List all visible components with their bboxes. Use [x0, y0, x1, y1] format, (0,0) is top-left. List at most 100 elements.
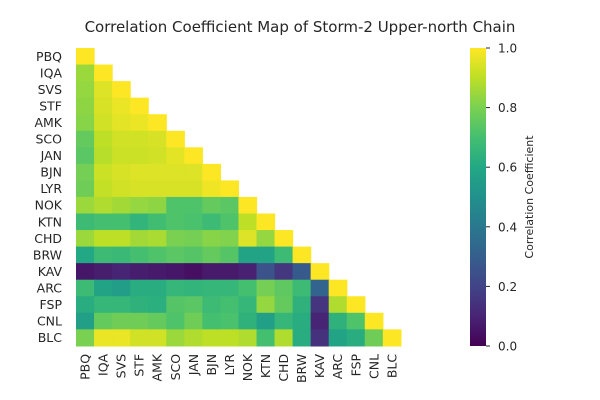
x-tick-label-CHD: CHD [276, 354, 291, 382]
x-tick-label-LYR: LYR [222, 354, 237, 376]
heatmap-cell-BRW-AMK [148, 246, 167, 264]
y-tick-label-IQA: IQA [40, 65, 63, 80]
heatmap-cell-KAV-KAV [310, 263, 330, 281]
heatmap-cell-BLC-LYR [220, 329, 240, 347]
heatmap-cell-BLC-SCO [166, 329, 185, 347]
heatmap-cell-FSP-KAV [310, 296, 330, 314]
colorbar-label: Correlation Coefficient [523, 135, 536, 259]
heatmap-cell-ARC-AMK [148, 279, 167, 297]
heatmap-cell-SCO-STF [130, 130, 149, 148]
heatmap-cell-CNL-KAV [310, 312, 330, 330]
heatmap-cell-BJN-SCO [166, 163, 185, 181]
heatmap-cell-KTN-LYR [220, 213, 240, 231]
heatmap-cell-ARC-SVS [112, 279, 131, 297]
heatmap-cell-LYR-SVS [112, 180, 131, 198]
heatmap-cell-LYR-JAN [184, 180, 203, 198]
heatmap-cell-ARC-IQA [94, 279, 113, 297]
x-tick-label-NOK: NOK [240, 353, 255, 381]
heatmap-cell-NOK-SCO [166, 196, 185, 215]
heatmap-cell-BLC-BLC [382, 329, 402, 347]
heatmap-cell-FSP-AMK [148, 296, 167, 314]
chart-title: Correlation Coefficient Map of Storm-2 U… [85, 18, 516, 36]
heatmap-cell-KAV-STF [130, 263, 149, 281]
x-tick-label-KAV: KAV [312, 353, 327, 378]
heatmap-cell-KTN-KTN [256, 213, 276, 231]
x-tick-label-BJN: BJN [204, 354, 219, 376]
heatmap-cell-KAV-IQA [94, 263, 113, 281]
heatmap-cell-FSP-SVS [112, 296, 131, 314]
heatmap-cell-CHD-NOK [238, 230, 258, 248]
heatmap-cell-NOK-IQA [94, 196, 113, 215]
heatmap-cell-CHD-STF [130, 230, 149, 248]
heatmap-cell-SCO-SCO [166, 130, 185, 148]
heatmap-cell-KTN-NOK [238, 213, 258, 231]
y-tick-label-ARC: ARC [37, 280, 63, 295]
y-tick-label-KTN: KTN [38, 214, 62, 229]
heatmap-cell-CNL-AMK [148, 312, 167, 330]
heatmap-cell-BRW-NOK [238, 246, 258, 264]
heatmap-cell-CHD-AMK [148, 230, 167, 248]
y-tick-label-LYR: LYR [40, 181, 62, 196]
heatmap-cell-ARC-KAV [310, 279, 330, 297]
heatmap-cell-CNL-ARC [328, 312, 348, 330]
heatmap-cell-BJN-PBQ [76, 163, 95, 181]
heatmap-cell-ARC-PBQ [76, 279, 95, 297]
x-axis-tick-labels: PBQ IQA SVS STF AMK SCO JAN BJN LYR NOK KTN CHD BRW K… [78, 353, 400, 383]
heatmap-cell-BJN-SVS [112, 163, 131, 181]
heatmap-cell-KAV-KTN [256, 263, 276, 281]
heatmap-cell-IQA-IQA [94, 64, 113, 82]
y-tick-label-AMK: AMK [34, 115, 62, 130]
heatmap-cell-NOK-AMK [148, 196, 167, 215]
heatmap-cell-SCO-AMK [148, 130, 167, 148]
heatmap-cell-BRW-BRW [292, 246, 312, 264]
colorbar-tick-label: 0.6 [498, 161, 517, 175]
heatmap-cell-NOK-STF [130, 196, 149, 215]
heatmap-cell-BRW-LYR [220, 246, 240, 264]
heatmap-cell-BRW-CHD [274, 246, 294, 264]
heatmap-cell-FSP-BRW [292, 296, 312, 314]
heatmap-cell-BLC-NOK [238, 329, 258, 347]
heatmap-cell-CNL-BJN [202, 312, 221, 330]
x-tick-label-FSP: FSP [348, 353, 363, 376]
heatmap-cell-CHD-PBQ [76, 230, 95, 248]
heatmap-cell-AMK-IQA [94, 114, 113, 132]
x-tick-label-PBQ: PBQ [78, 354, 93, 380]
heatmap-cell-CHD-SVS [112, 230, 131, 248]
heatmap-cell-AMK-PBQ [76, 114, 95, 132]
y-tick-label-SCO: SCO [35, 132, 62, 147]
colorbar-ticks: 0.0 0.2 0.4 0.6 0.8 1.0 [486, 42, 517, 354]
heatmap-cell-BLC-SVS [112, 329, 131, 347]
heatmap-cell-ARC-JAN [184, 279, 203, 297]
heatmap-cell-KAV-LYR [220, 263, 240, 281]
x-tick-label-AMK: AMK [150, 353, 165, 381]
heatmap-cell-KTN-SCO [166, 213, 185, 231]
heatmap-cell-KAV-SVS [112, 263, 131, 281]
y-tick-label-CNL: CNL [37, 314, 62, 329]
heatmap-cell-AMK-SVS [112, 114, 131, 132]
heatmap-cell-LYR-BJN [202, 180, 221, 198]
heatmap-cell-BRW-SVS [112, 246, 131, 264]
heatmap-cell-SCO-PBQ [76, 130, 95, 148]
heatmap-cell-LYR-LYR [220, 180, 240, 198]
heatmap-cell-BLC-BJN [202, 329, 221, 347]
heatmap-cell-KAV-PBQ [76, 263, 95, 281]
heatmap-cell-BLC-FSP [346, 329, 366, 347]
heatmap-cells [76, 48, 402, 347]
heatmap-cell-JAN-SVS [112, 147, 131, 165]
heatmap-cell-NOK-PBQ [76, 196, 95, 215]
y-tick-label-KAV: KAV [38, 264, 63, 279]
heatmap-cell-SVS-PBQ [76, 81, 95, 99]
heatmap-cell-KTN-BJN [202, 213, 221, 231]
heatmap-cell-CNL-STF [130, 312, 149, 330]
heatmap-cell-BJN-AMK [148, 163, 167, 181]
heatmap-cell-AMK-AMK [148, 114, 167, 132]
heatmap-cell-CHD-JAN [184, 230, 203, 248]
heatmap-cell-BLC-AMK [148, 329, 167, 347]
heatmap-cell-JAN-SCO [166, 147, 185, 165]
heatmap-cell-KAV-SCO [166, 263, 185, 281]
y-tick-label-BRW: BRW [33, 247, 62, 262]
heatmap-cell-KTN-STF [130, 213, 149, 231]
heatmap-cell-ARC-STF [130, 279, 149, 297]
y-tick-label-PBQ: PBQ [36, 49, 62, 64]
heatmap-cell-NOK-NOK [238, 196, 258, 215]
